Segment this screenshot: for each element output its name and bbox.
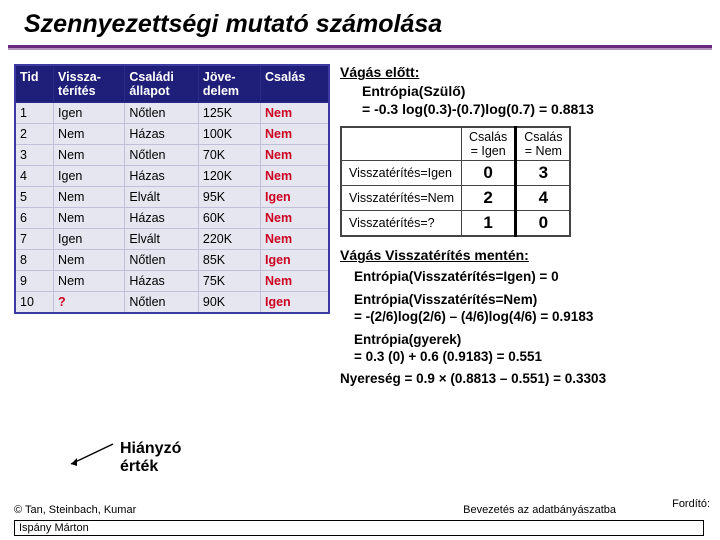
before-line2: = -0.3 log(0.3)-(0.7)log(0.7) = 0.8813 <box>362 101 712 119</box>
table-cell: Házas <box>125 271 199 292</box>
entropy-yes: Entrópia(Visszatérítés=Igen) = 0 <box>354 269 712 286</box>
table-cell: Nem <box>54 271 125 292</box>
table-cell: Nőtlen <box>125 250 199 271</box>
table-cell: Elvált <box>125 187 199 208</box>
before-heading: Vágás előtt: <box>340 64 712 80</box>
table-header: Vissza-térítés <box>54 65 125 103</box>
sum-v11: 0 <box>462 161 516 186</box>
summary-table: Csalás= Igen Csalás= Nem Visszatérítés=I… <box>340 126 571 237</box>
table-cell: Nem <box>260 229 329 250</box>
table-cell: Nőtlen <box>125 145 199 166</box>
table-cell: 4 <box>15 166 54 187</box>
table-cell: 8 <box>15 250 54 271</box>
table-cell: Nőtlen <box>125 292 199 314</box>
table-cell: 70K <box>198 145 260 166</box>
sum-v12: 3 <box>516 161 571 186</box>
sum-col1: Csalás= Igen <box>462 127 516 161</box>
table-cell: Házas <box>125 208 199 229</box>
table-row: 1IgenNőtlen125KNem <box>15 103 329 124</box>
table-cell: Házas <box>125 124 199 145</box>
translator-box: Ispány Márton <box>14 520 704 536</box>
table-cell: 5 <box>15 187 54 208</box>
table-row: 4IgenHázas120KNem <box>15 166 329 187</box>
title-underline <box>8 45 712 50</box>
intro-text: Bevezetés az adatbányászatba <box>463 504 616 516</box>
table-cell: 10 <box>15 292 54 314</box>
table-cell: Igen <box>260 187 329 208</box>
table-cell: Nem <box>54 145 125 166</box>
table-cell: Nem <box>260 166 329 187</box>
table-cell: 120K <box>198 166 260 187</box>
data-table: TidVissza-térítésCsaládiállapotJöve-dele… <box>14 64 330 314</box>
table-cell: Nem <box>54 250 125 271</box>
table-row: 2NemHázas100KNem <box>15 124 329 145</box>
table-cell: 1 <box>15 103 54 124</box>
sum-v32: 0 <box>516 211 571 237</box>
entropy-no-b: = -(2/6)log(2/6) – (4/6)log(4/6) = 0.918… <box>354 309 712 326</box>
table-row: 8NemNőtlen85KIgen <box>15 250 329 271</box>
table-cell: Nem <box>260 145 329 166</box>
table-cell: Nem <box>260 124 329 145</box>
sum-v21: 2 <box>462 186 516 211</box>
entropy-child-a: Entrópia(gyerek) <box>354 332 712 349</box>
table-row: 3NemNőtlen70KNem <box>15 145 329 166</box>
table-cell: Igen <box>260 250 329 271</box>
table-cell: ? <box>54 292 125 314</box>
table-cell: 7 <box>15 229 54 250</box>
table-header: Tid <box>15 65 54 103</box>
table-header: Családiállapot <box>125 65 199 103</box>
translator-label: Fordító: <box>672 498 710 510</box>
table-cell: Nem <box>260 271 329 292</box>
table-cell: 60K <box>198 208 260 229</box>
table-cell: 75K <box>198 271 260 292</box>
arrow-icon <box>65 442 115 470</box>
entropy-child-b: = 0.3 (0) + 0.6 (0.9183) = 0.551 <box>354 349 712 366</box>
entropy-no-a: Entrópia(Visszatérítés=Nem) <box>354 292 712 309</box>
sum-col2: Csalás= Nem <box>516 127 571 161</box>
sum-r1: Visszatérítés=Igen <box>341 161 462 186</box>
table-cell: Nem <box>260 103 329 124</box>
table-cell: Elvált <box>125 229 199 250</box>
table-cell: 90K <box>198 292 260 314</box>
table-row: 10?Nőtlen90KIgen <box>15 292 329 314</box>
before-line1: Entrópia(Szülő) <box>362 83 712 101</box>
split-heading: Vágás Visszatérítés mentén: <box>340 247 712 263</box>
sum-v31: 1 <box>462 211 516 237</box>
table-cell: Nem <box>54 208 125 229</box>
sum-v22: 4 <box>516 186 571 211</box>
table-cell: Igen <box>54 229 125 250</box>
copyright: © Tan, Steinbach, Kumar <box>14 504 136 516</box>
table-cell: 100K <box>198 124 260 145</box>
table-cell: Igen <box>54 166 125 187</box>
table-cell: 2 <box>15 124 54 145</box>
table-cell: 95K <box>198 187 260 208</box>
table-row: 6NemHázas60KNem <box>15 208 329 229</box>
table-cell: Nem <box>260 208 329 229</box>
table-cell: Igen <box>54 103 125 124</box>
table-row: 7IgenElvált220KNem <box>15 229 329 250</box>
table-cell: Nem <box>54 124 125 145</box>
table-cell: 125K <box>198 103 260 124</box>
table-cell: 3 <box>15 145 54 166</box>
table-cell: Házas <box>125 166 199 187</box>
table-row: 5NemElvált95KIgen <box>15 187 329 208</box>
table-cell: 220K <box>198 229 260 250</box>
missing-value-label: Hiányzó érték <box>120 440 181 476</box>
table-cell: Igen <box>260 292 329 314</box>
table-cell: 6 <box>15 208 54 229</box>
table-cell: Nőtlen <box>125 103 199 124</box>
table-cell: 85K <box>198 250 260 271</box>
table-cell: 9 <box>15 271 54 292</box>
sum-r3: Visszatérítés=? <box>341 211 462 237</box>
table-header: Csalás <box>260 65 329 103</box>
gain: Nyereség = 0.9 × (0.8813 – 0.551) = 0.33… <box>340 371 712 388</box>
page-title: Szennyezettségi mutató számolása <box>0 0 720 45</box>
sum-r2: Visszatérítés=Nem <box>341 186 462 211</box>
table-header: Jöve-delem <box>198 65 260 103</box>
table-row: 9NemHázas75KNem <box>15 271 329 292</box>
table-cell: Nem <box>54 187 125 208</box>
